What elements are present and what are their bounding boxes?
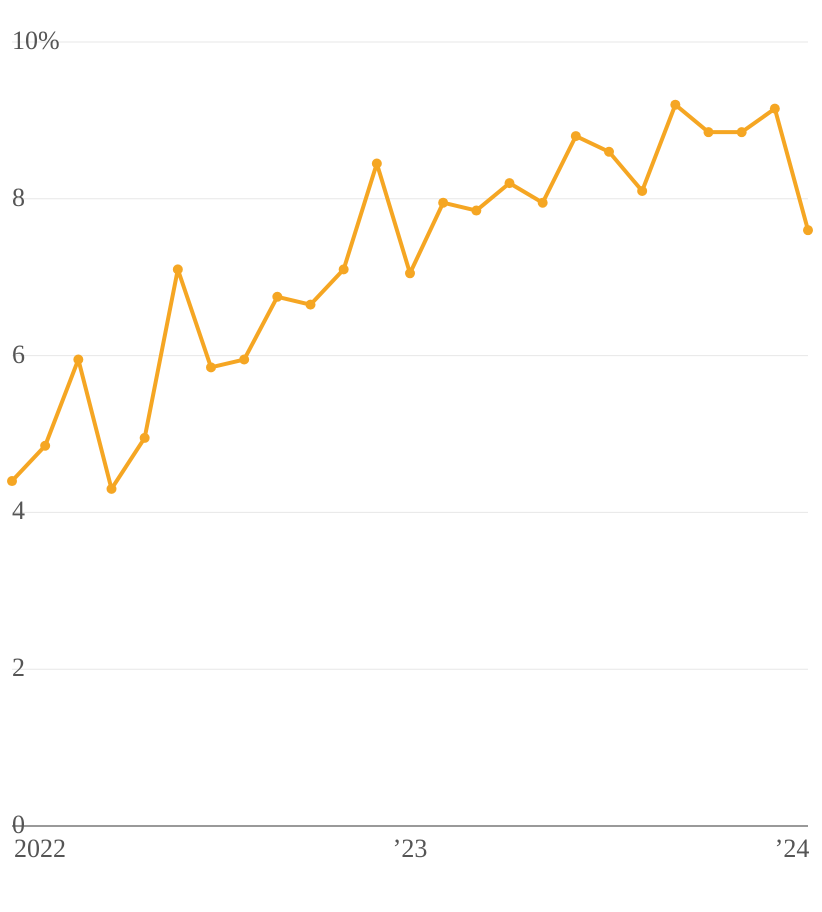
series-marker: [737, 127, 747, 137]
y-tick-label: 2: [0, 653, 25, 683]
series-marker: [670, 100, 680, 110]
series-marker: [107, 484, 117, 494]
series-marker: [803, 225, 813, 235]
y-tick-label: 4: [0, 496, 25, 526]
series-marker: [339, 264, 349, 274]
x-tick-label: ’24: [775, 834, 810, 864]
series-marker: [770, 104, 780, 114]
y-tick-label: 6: [0, 340, 25, 370]
series-marker: [140, 433, 150, 443]
series-marker: [272, 292, 282, 302]
series-marker: [206, 362, 216, 372]
series-marker: [405, 268, 415, 278]
series-marker: [604, 147, 614, 157]
line-chart: 0246810%2022’23’24: [0, 0, 822, 912]
series-marker: [438, 198, 448, 208]
series-marker: [637, 186, 647, 196]
y-tick-label: 10%: [0, 26, 60, 56]
x-tick-label: 2022: [14, 834, 66, 864]
chart-svg: [0, 0, 822, 912]
series-marker: [571, 131, 581, 141]
series-marker: [505, 178, 515, 188]
series-marker: [40, 441, 50, 451]
series-marker: [173, 264, 183, 274]
x-tick-label: ’23: [393, 834, 428, 864]
series-marker: [704, 127, 714, 137]
series-line: [12, 105, 808, 489]
series-marker: [7, 476, 17, 486]
series-marker: [306, 300, 316, 310]
y-tick-label: 8: [0, 183, 25, 213]
series-marker: [538, 198, 548, 208]
series-marker: [372, 159, 382, 169]
series-marker: [73, 355, 83, 365]
series-marker: [471, 206, 481, 216]
series-marker: [239, 355, 249, 365]
